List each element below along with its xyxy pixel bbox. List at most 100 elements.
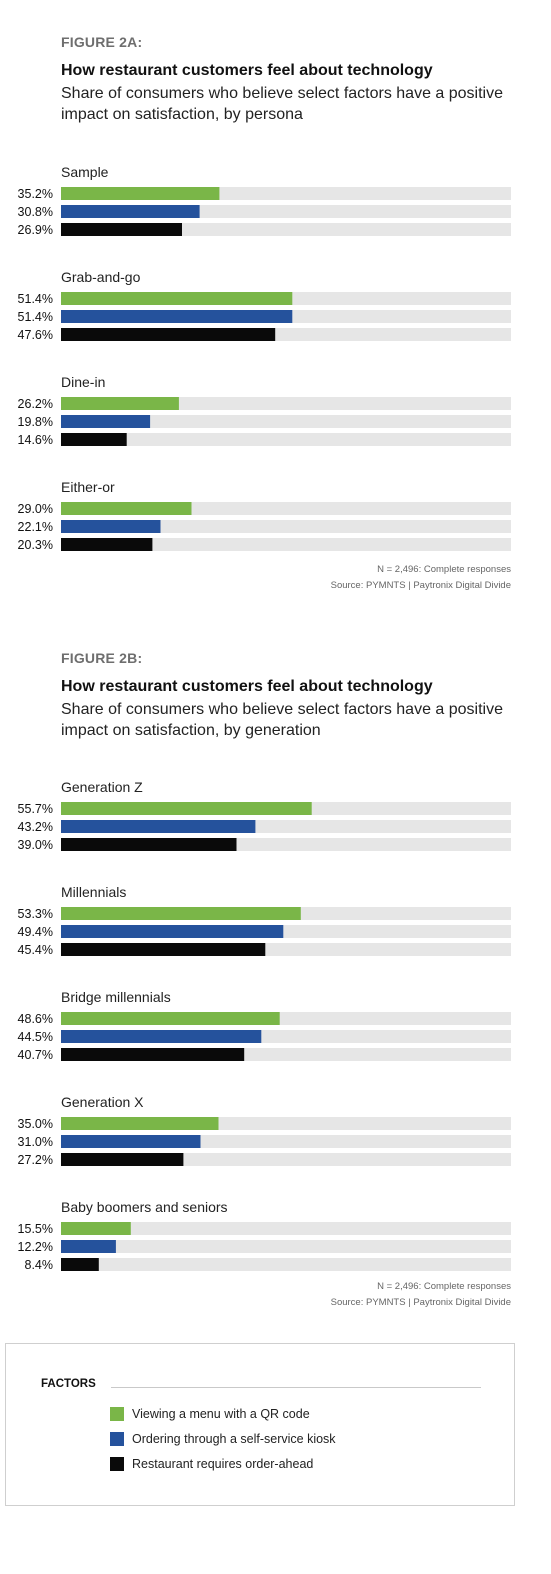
- category-label: Bridge millennials: [61, 989, 171, 1005]
- bar-order-ahead: [61, 433, 127, 446]
- data-label: 26.2%: [18, 397, 53, 411]
- bar-kiosk: [61, 1030, 262, 1043]
- category-label: Sample: [61, 164, 109, 180]
- bar-chart-generation: Generation Z 55.7% 43.2% 39.0% Millennials 53…: [18, 779, 511, 1272]
- data-label: 35.0%: [18, 1117, 53, 1131]
- category-label: Generation X: [61, 1094, 144, 1110]
- data-label: 44.5%: [18, 1030, 53, 1044]
- data-label: 45.4%: [18, 943, 53, 957]
- data-label: 40.7%: [18, 1048, 53, 1062]
- data-label: 20.3%: [18, 538, 53, 552]
- data-label: 53.3%: [18, 907, 53, 921]
- figure-2b: FIGURE 2B: How restaurant customers feel…: [0, 650, 551, 1308]
- data-label: 48.6%: [18, 1012, 53, 1026]
- bar-order-ahead: [61, 943, 266, 956]
- data-label: 12.2%: [18, 1240, 53, 1254]
- data-label: 27.2%: [18, 1153, 53, 1167]
- category-label: Either-or: [61, 479, 115, 495]
- figure-title: How restaurant customers feel about tech…: [61, 62, 433, 79]
- category-group: Millennials 53.3% 49.4% 45.4%: [18, 884, 511, 957]
- data-label: 31.0%: [18, 1135, 53, 1149]
- bar-qr: [61, 502, 192, 515]
- bar-order-ahead: [61, 223, 182, 236]
- data-label: 14.6%: [18, 433, 53, 447]
- bar-kiosk: [61, 520, 161, 533]
- bar-order-ahead: [61, 1153, 184, 1166]
- bar-qr: [61, 1117, 219, 1130]
- legend: FACTORS Viewing a menu with a QR code Or…: [5, 1343, 515, 1506]
- data-label: 49.4%: [18, 925, 53, 939]
- data-label: 15.5%: [18, 1222, 53, 1236]
- bar-qr: [61, 802, 312, 815]
- bar-order-ahead: [61, 1258, 99, 1271]
- category-label: Generation Z: [61, 779, 143, 795]
- legend-swatch-order-ahead: [110, 1457, 124, 1471]
- figure-label: FIGURE 2B:: [61, 650, 143, 666]
- bar-order-ahead: [61, 328, 276, 341]
- figure-subtitle: Share of consumers who believe select fa…: [61, 701, 504, 739]
- bar-chart-persona: Sample 35.2% 30.8% 26.9% Grab-and-go 51.4% 51.…: [18, 164, 511, 552]
- figure-label: FIGURE 2A:: [61, 34, 143, 50]
- chart-persona: Sample 35.2% 30.8% 26.9% Grab-and-go 51.4% 51.…: [0, 160, 551, 560]
- data-label: 26.9%: [18, 223, 53, 237]
- sample-size-note: N = 2,496: Complete responses: [377, 564, 511, 575]
- data-label: 35.2%: [18, 187, 53, 201]
- category-label: Baby boomers and seniors: [61, 1199, 228, 1215]
- category-group: Sample 35.2% 30.8% 26.9%: [18, 164, 511, 237]
- bar-qr: [61, 187, 220, 200]
- category-group: Baby boomers and seniors 15.5% 12.2% 8.4%: [18, 1199, 511, 1272]
- legend-title: FACTORS: [41, 1378, 96, 1390]
- category-label: Millennials: [61, 884, 126, 900]
- bar-qr: [61, 397, 179, 410]
- category-group: Dine-in 26.2% 19.8% 14.6%: [18, 374, 511, 447]
- legend-swatch-kiosk: [110, 1432, 124, 1446]
- bar-qr: [61, 1222, 131, 1235]
- category-group: Bridge millennials 48.6% 44.5% 40.7%: [18, 989, 511, 1062]
- data-label: 47.6%: [18, 328, 53, 342]
- category-group: Generation X 35.0% 31.0% 27.2%: [18, 1094, 511, 1167]
- bar-order-ahead: [61, 1048, 245, 1061]
- source-note: Source: PYMNTS | Paytronix Digital Divid…: [330, 580, 511, 591]
- sample-size-note: N = 2,496: Complete responses: [377, 1281, 511, 1292]
- bar-track: [61, 1222, 511, 1235]
- bar-track: [61, 538, 511, 551]
- bar-qr: [61, 907, 301, 920]
- bar-track: [61, 415, 511, 428]
- data-label: 55.7%: [18, 802, 53, 816]
- bar-kiosk: [61, 925, 284, 938]
- data-label: 51.4%: [18, 292, 53, 306]
- legend-divider: [111, 1387, 481, 1388]
- data-label: 43.2%: [18, 820, 53, 834]
- bar-track: [61, 1258, 511, 1271]
- legend-swatch-qr: [110, 1407, 124, 1421]
- legend-label: Restaurant requires order-ahead: [132, 1457, 314, 1471]
- bar-track: [61, 433, 511, 446]
- bar-order-ahead: [61, 538, 153, 551]
- source-note: Source: PYMNTS | Paytronix Digital Divid…: [330, 1297, 511, 1308]
- legend-label: Ordering through a self-service kiosk: [132, 1432, 336, 1446]
- bar-qr: [61, 292, 293, 305]
- bar-kiosk: [61, 415, 151, 428]
- bar-kiosk: [61, 1240, 116, 1253]
- category-label: Dine-in: [61, 374, 105, 390]
- bar-qr: [61, 1012, 280, 1025]
- bar-track: [61, 520, 511, 533]
- chart-generation: Generation Z 55.7% 43.2% 39.0% Millennials 53…: [0, 775, 551, 1275]
- bar-order-ahead: [61, 838, 237, 851]
- category-label: Grab-and-go: [61, 269, 141, 285]
- legend-label: Viewing a menu with a QR code: [132, 1407, 310, 1421]
- category-group: Generation Z 55.7% 43.2% 39.0%: [18, 779, 511, 852]
- figure-subtitle: Share of consumers who believe select fa…: [61, 85, 504, 123]
- data-label: 29.0%: [18, 502, 53, 516]
- data-label: 22.1%: [18, 520, 53, 534]
- bar-track: [61, 1240, 511, 1253]
- data-label: 8.4%: [25, 1258, 54, 1272]
- data-label: 30.8%: [18, 205, 53, 219]
- bar-kiosk: [61, 205, 200, 218]
- category-group: Grab-and-go 51.4% 51.4% 47.6%: [18, 269, 511, 342]
- bar-kiosk: [61, 820, 256, 833]
- figure-2a: FIGURE 2A: How restaurant customers feel…: [0, 0, 551, 610]
- figure-title: How restaurant customers feel about tech…: [61, 678, 433, 695]
- bar-kiosk: [61, 310, 293, 323]
- data-label: 51.4%: [18, 310, 53, 324]
